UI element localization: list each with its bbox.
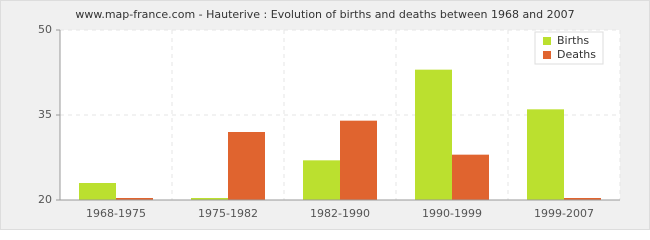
legend-swatch (543, 51, 551, 59)
legend-label: Deaths (557, 48, 596, 61)
bar (228, 132, 265, 200)
x-tick-label: 1968-1975 (86, 207, 146, 220)
bar (415, 69, 452, 201)
legend-swatch (543, 37, 551, 45)
bar (340, 120, 377, 200)
x-tick-label: 1982-1990 (310, 207, 370, 220)
bar (303, 160, 340, 200)
y-tick-label: 20 (38, 193, 52, 206)
y-tick-label: 50 (38, 23, 52, 36)
bar (79, 183, 116, 200)
x-tick-label: 1999-2007 (534, 207, 594, 220)
bar (191, 198, 228, 200)
bar (564, 198, 601, 200)
bar (527, 109, 564, 200)
legend-label: Births (557, 34, 589, 47)
x-tick-label: 1990-1999 (422, 207, 482, 220)
bar (116, 198, 153, 200)
x-tick-label: 1975-1982 (198, 207, 258, 220)
bar (452, 154, 489, 200)
chart-title: www.map-france.com - Hauterive : Evoluti… (75, 8, 574, 21)
y-tick-label: 35 (38, 108, 52, 121)
chart: www.map-france.com - Hauterive : Evoluti… (0, 0, 650, 230)
